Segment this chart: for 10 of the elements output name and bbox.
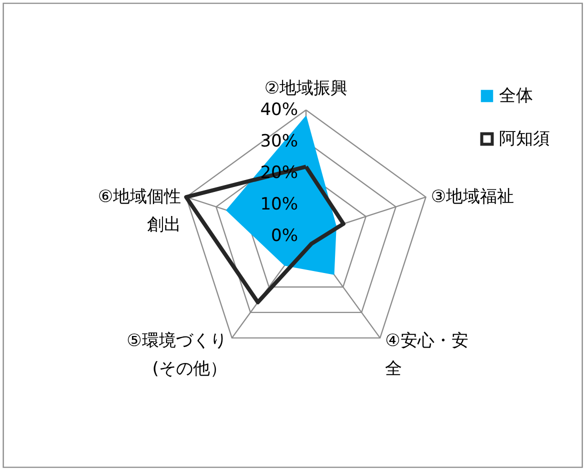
y-tick-label: 0%	[271, 226, 298, 246]
y-tick-label: 40%	[260, 100, 298, 120]
spoke-label: ④安心・安全	[385, 330, 468, 379]
legend-label: 全体	[499, 86, 533, 106]
spoke-label: ⑤環境づくり(その他）	[126, 330, 227, 379]
spoke-label: ⑥地域個性創出	[98, 187, 182, 236]
legend-label: 阿知須	[499, 129, 550, 149]
spoke-label: ②地域振興	[264, 78, 348, 98]
spoke-label: ③地域福祉	[430, 187, 514, 208]
y-tick-label: 10%	[260, 194, 298, 214]
